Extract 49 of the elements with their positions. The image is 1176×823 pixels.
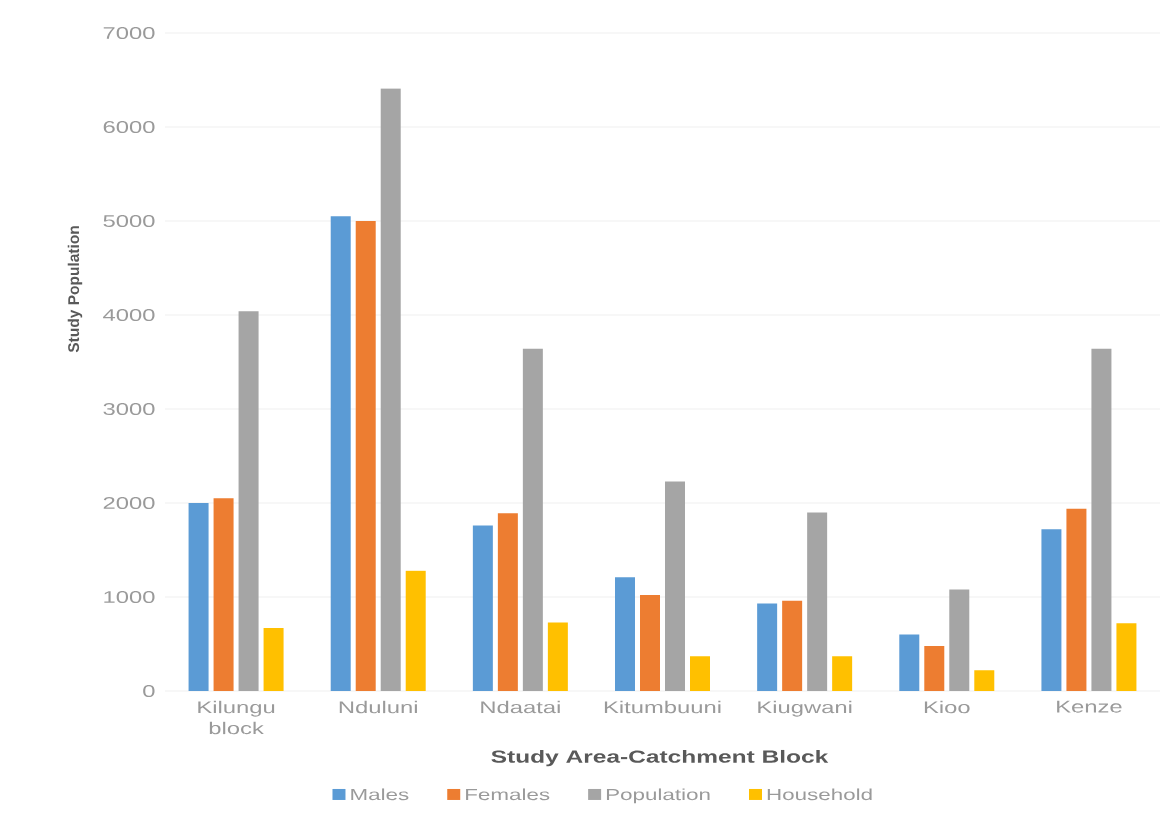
x-tick-label: Kioo	[924, 700, 970, 714]
bar	[899, 634, 920, 691]
legend-label: Population	[606, 788, 710, 804]
bar	[974, 670, 995, 691]
bar	[640, 595, 660, 691]
y-tick-label: 5000	[103, 214, 155, 228]
bar	[1116, 623, 1137, 691]
bar	[355, 221, 376, 691]
bar	[782, 600, 803, 691]
x-tick-label: Kenze	[1057, 700, 1122, 713]
bar	[1041, 529, 1062, 691]
x-tick-label: Kilungu block	[198, 700, 275, 735]
bar	[832, 656, 853, 691]
bar	[188, 503, 209, 691]
y-tick-label: 6000	[103, 120, 155, 134]
bar	[263, 628, 284, 691]
legend-label: Household	[767, 788, 872, 801]
bar	[665, 481, 685, 691]
bar	[238, 311, 259, 691]
bar	[1091, 348, 1112, 691]
bar	[949, 589, 970, 691]
y-tick-label: 1000	[104, 590, 155, 604]
legend-label: Males	[351, 788, 409, 801]
x-tick-label: Nduluni	[339, 700, 417, 714]
y-tick-label: 0	[143, 684, 155, 698]
y-axis-title: Study Population	[67, 226, 83, 353]
bar	[1066, 508, 1087, 691]
bar	[807, 512, 828, 691]
x-tick-label: Ndaatai	[481, 700, 560, 714]
bar	[522, 348, 543, 691]
bar	[690, 656, 710, 691]
x-tick-label: Kitumbuuni	[604, 700, 721, 714]
legend-label: Females	[466, 788, 550, 801]
bar	[924, 645, 945, 691]
bar	[497, 513, 518, 691]
bar	[213, 498, 234, 691]
bar	[380, 88, 401, 691]
y-tick-label: 7000	[103, 26, 155, 40]
bar	[472, 525, 493, 691]
y-tick-label: 4000	[103, 308, 155, 322]
x-axis-title: Study Area-Catchment Block	[491, 749, 829, 767]
bar	[405, 570, 426, 691]
y-tick-label: 3000	[103, 402, 155, 416]
bar	[330, 216, 351, 691]
bar	[615, 577, 635, 691]
bar	[547, 622, 568, 691]
bar	[757, 603, 778, 691]
x-tick-label: Kiugwani	[758, 700, 852, 717]
y-tick-label: 2000	[103, 496, 155, 510]
